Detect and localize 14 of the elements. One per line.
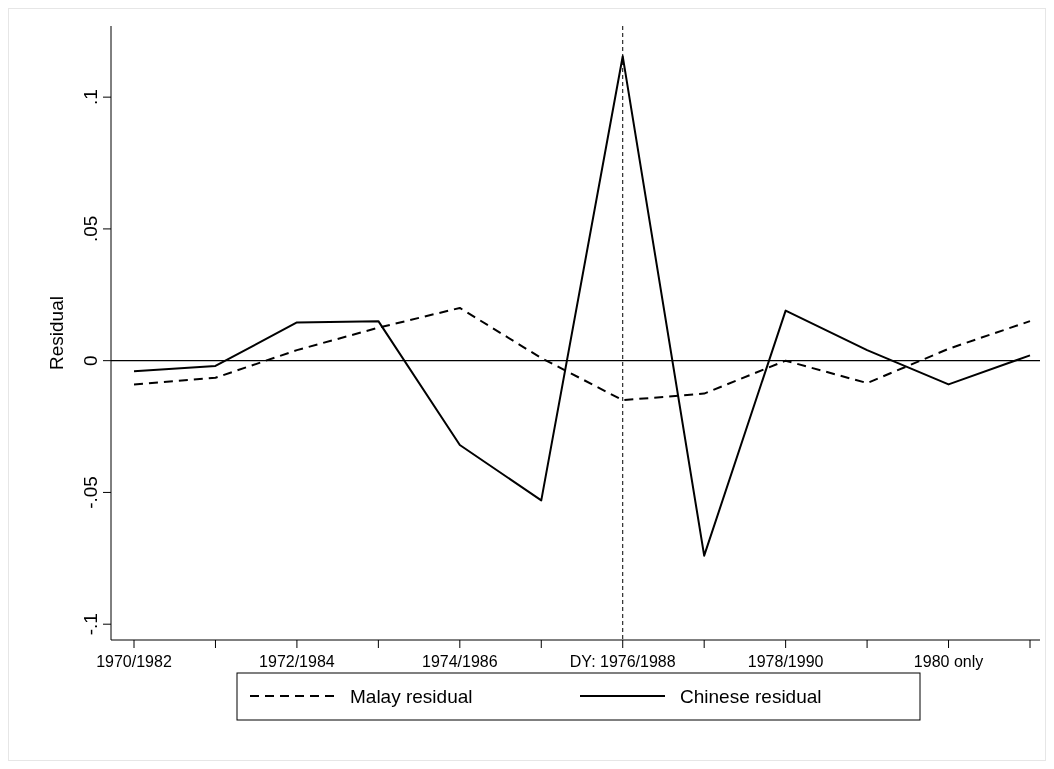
y-tick-label: 0 [80, 355, 101, 366]
legend-label: Malay residual [350, 686, 473, 707]
y-tick-label: .1 [80, 89, 101, 106]
x-tick-label: 1974/1986 [422, 653, 498, 670]
x-tick-label: 1980 only [913, 653, 984, 670]
x-tick-label: DY: 1976/1988 [569, 653, 676, 670]
y-tick-label: .05 [80, 215, 101, 243]
y-axis-title: Residual [46, 296, 67, 370]
x-tick-label: 1970/1982 [96, 653, 172, 670]
x-tick-label: 1972/1984 [259, 653, 335, 670]
legend-label: Chinese residual [680, 686, 822, 707]
y-tick-label: -.05 [80, 476, 101, 509]
y-tick-label: -.1 [80, 613, 101, 636]
x-tick-label: 1978/1990 [747, 653, 824, 670]
